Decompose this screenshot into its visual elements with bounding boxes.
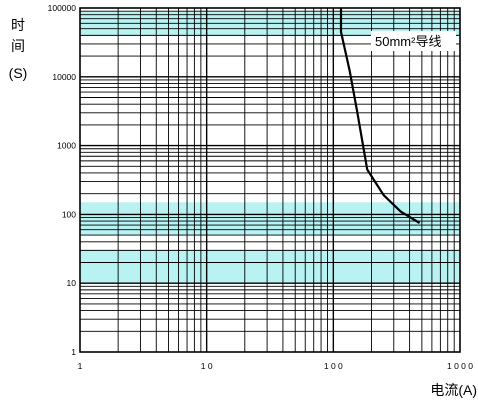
y-axis-label-line: 间: [11, 38, 25, 54]
series-label-box: [371, 31, 456, 51]
y-tick-labels: 1 10 100 1000 10000 100000: [48, 3, 77, 357]
y-tick-label: 100: [62, 209, 76, 219]
y-tick-label: 100000: [48, 3, 77, 13]
series-group: [339, 8, 421, 224]
y-axis-label: 时间 (S): [9, 17, 28, 81]
y-axis-label-line: 时: [11, 17, 25, 33]
x-tick-labels: 1 1 0 1 0 0 1 0 0 0: [78, 361, 474, 371]
grid: [80, 8, 460, 352]
series-label-group: 50mm²导线: [371, 31, 456, 51]
x-axis-label: 电流(A): [430, 382, 477, 398]
plot-border: [79, 7, 461, 353]
x-tick-label: 1 0 0: [324, 361, 343, 371]
highlight-band-y: [80, 250, 460, 284]
highlight-band-y: [80, 202, 460, 236]
highlight-bands: [80, 11, 460, 284]
y-tick-label: 1000: [57, 141, 76, 151]
series-label: 50mm²导线: [375, 34, 441, 49]
y-tick-label: 10: [67, 278, 77, 288]
y-tick-label: 1: [71, 347, 76, 357]
y-axis-label-line: (S): [9, 65, 28, 81]
x-tick-label: 1 0: [201, 361, 213, 371]
series-line: [339, 8, 421, 224]
x-tick-label: 1: [78, 361, 83, 371]
y-tick-label: 10000: [52, 72, 76, 82]
plot-frame: [79, 7, 461, 353]
x-tick-label: 1 0 0 0: [447, 361, 473, 371]
x-axis-label: 电流(A): [430, 382, 477, 398]
